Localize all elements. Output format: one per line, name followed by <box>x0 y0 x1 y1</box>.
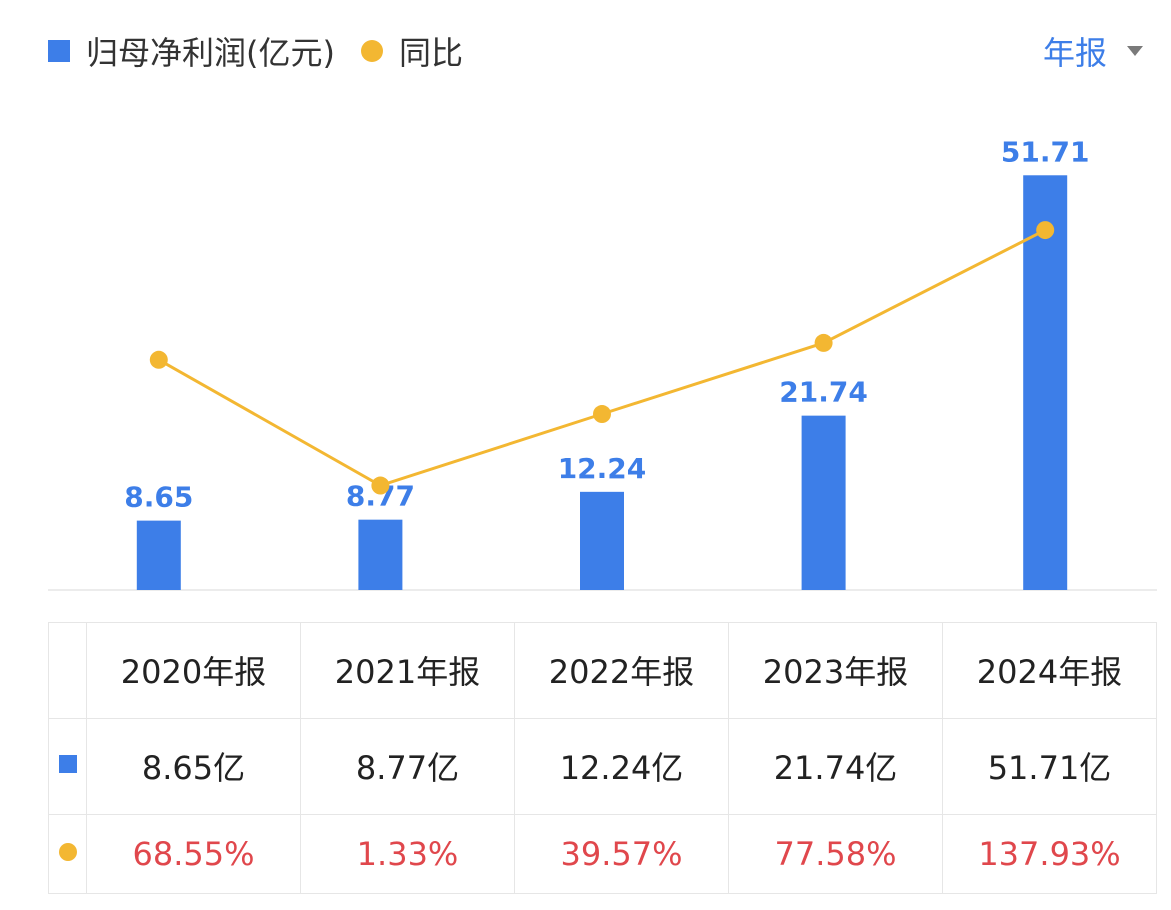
row-marker-cell <box>48 813 87 895</box>
line-series <box>149 221 1055 495</box>
table-header-2020: 2020年报 <box>86 622 301 719</box>
row-marker-cell <box>48 717 87 815</box>
yoy-2022: 39.57% <box>514 813 729 895</box>
data-table: 2020年报 2021年报 2022年报 2023年报 2024年报 8.65亿… <box>48 622 1157 895</box>
net-profit-2023: 21.74亿 <box>728 717 943 815</box>
bar-value-label: 12.24 <box>558 452 647 485</box>
legend-bar-label: 归母净利润(亿元) <box>86 34 335 72</box>
table-header-2021: 2021年报 <box>300 622 515 719</box>
table-row-net-profit: 8.65亿 8.77亿 12.24亿 21.74亿 51.71亿 <box>48 717 1157 815</box>
bar-value-label: 21.74 <box>779 376 868 409</box>
legend-bar-marker <box>48 40 70 62</box>
yoy-line <box>158 228 1046 488</box>
yoy-2020: 68.55% <box>86 813 301 895</box>
bar-2024年报 <box>1023 175 1068 590</box>
yoy-point-2021年报 <box>371 476 390 495</box>
table-header-2022: 2022年报 <box>514 622 729 719</box>
bar-2023年报 <box>801 415 846 590</box>
net-profit-2024: 51.71亿 <box>942 717 1157 815</box>
bar-2022年报 <box>580 491 624 590</box>
chart-legend: 归母净利润(亿元) 同比 <box>48 28 489 74</box>
bar-series-marker <box>58 755 77 774</box>
table-row-yoy: 68.55% 1.33% 39.57% 77.58% 137.93% <box>48 813 1157 895</box>
yoy-2021: 1.33% <box>300 813 515 895</box>
table-corner-cell <box>48 622 87 719</box>
caret-down-icon <box>1127 46 1143 56</box>
yoy-point-2023年报 <box>814 333 833 352</box>
bar-2020年报 <box>136 520 181 590</box>
yoy-point-2022年报 <box>593 405 611 424</box>
yoy-point-2020年报 <box>149 350 168 369</box>
table-header-2023: 2023年报 <box>728 622 943 719</box>
line-series-marker <box>58 842 77 861</box>
yoy-point-2024年报 <box>1036 221 1055 240</box>
legend-line-label: 同比 <box>398 34 463 72</box>
net-profit-2020: 8.65亿 <box>86 717 301 815</box>
bar-value-label: 8.65 <box>124 481 193 514</box>
net-profit-2021: 8.77亿 <box>300 717 515 815</box>
yoy-2023: 77.58% <box>728 813 943 895</box>
table-header-row: 2020年报 2021年报 2022年报 2023年报 2024年报 <box>48 622 1157 719</box>
period-selector-label: 年报 <box>1042 34 1107 72</box>
period-selector[interactable]: 年报 <box>1043 28 1143 74</box>
net-profit-2022: 12.24亿 <box>514 717 729 815</box>
bar-value-label: 51.71 <box>1001 135 1090 168</box>
bar-series <box>136 175 1068 590</box>
legend-line-marker <box>360 40 383 62</box>
yoy-2024: 137.93% <box>942 813 1157 895</box>
bar-2021年报 <box>358 519 403 590</box>
table-header-2024: 2024年报 <box>942 622 1157 719</box>
